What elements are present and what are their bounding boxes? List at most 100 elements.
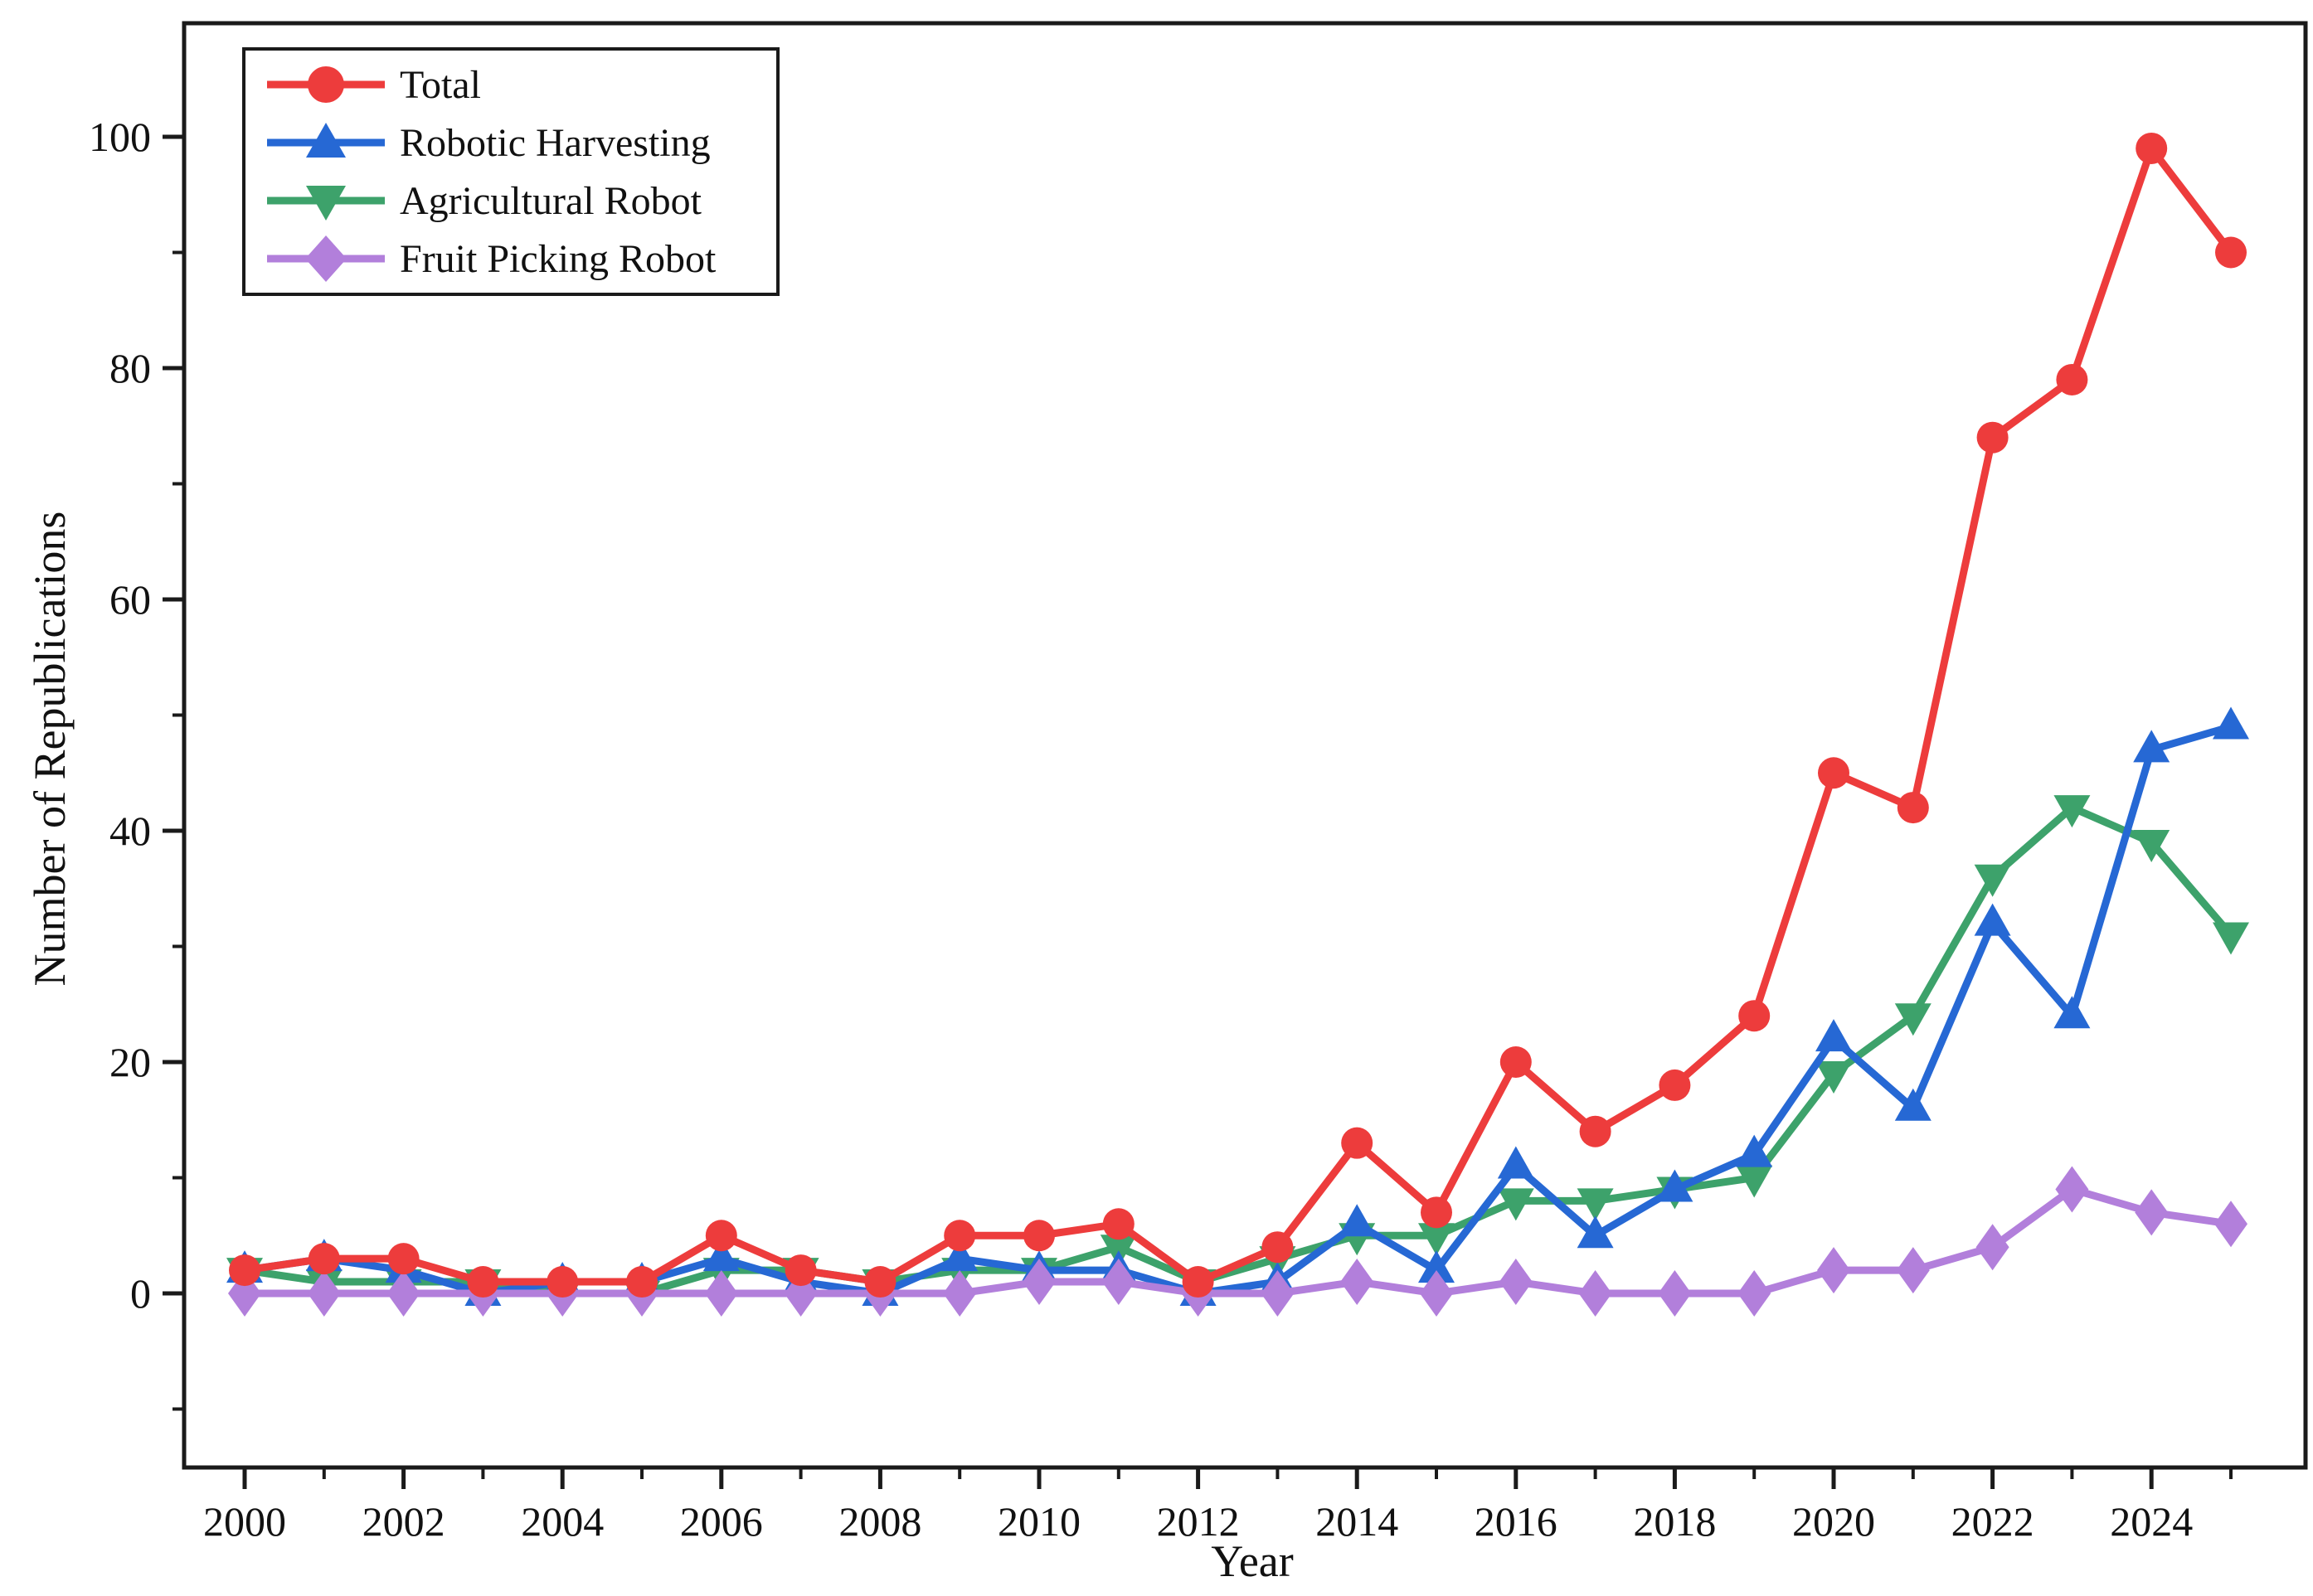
diamond-marker <box>1578 1270 1612 1317</box>
circle-marker <box>467 1266 499 1298</box>
plot-border <box>182 21 2308 1470</box>
legend-label-agricultural-robot: Agricultural Robot <box>400 178 702 223</box>
diamond-marker <box>386 1270 420 1317</box>
y-axis: 0 20 40 60 80 100 <box>89 114 184 1411</box>
circle-marker <box>2136 132 2168 164</box>
series-line-total <box>244 144 2234 1286</box>
series-line-robotic-harvesting <box>244 723 2233 1298</box>
circle-marker <box>626 1266 658 1298</box>
diamond-marker <box>1658 1270 1692 1317</box>
triangle-up-marker <box>1577 1215 1614 1249</box>
x-tick-label: 2010 <box>998 1498 1081 1545</box>
diamond-marker <box>1817 1247 1850 1294</box>
circle-marker <box>1341 1127 1373 1159</box>
diamond-marker <box>1975 1224 2009 1271</box>
triangle-down-marker-icon <box>267 186 385 221</box>
triangle-up-marker <box>1815 1019 1852 1052</box>
y-axis-title: Number of Republications <box>25 511 75 987</box>
x-tick-label: 2016 <box>1475 1498 1557 1545</box>
legend-entry-robotic-harvesting: Robotic Harvesting <box>245 116 776 169</box>
triangle-up-marker <box>2213 706 2249 740</box>
triangle-down-marker <box>1815 1060 1852 1094</box>
legend-label-total: Total <box>400 62 481 107</box>
diamond-marker <box>2135 1189 2169 1236</box>
diamond-marker <box>1420 1270 1453 1317</box>
triangle-down-marker <box>2053 795 2091 828</box>
diamond-marker <box>2214 1201 2247 1248</box>
triangle-down-marker <box>1418 1223 1455 1256</box>
triangle-up-marker <box>1497 1146 1534 1179</box>
x-axis: 2000 2002 2004 2006 2008 2010 2012 2014 2016 2018… <box>203 1467 2233 1545</box>
y-tick-label: 80 <box>109 345 151 391</box>
circle-marker <box>1897 792 1929 824</box>
x-axis-title: Year <box>1211 1536 1294 1586</box>
diamond-marker <box>1261 1270 1295 1317</box>
diamond-marker <box>1737 1270 1771 1317</box>
circle-marker <box>1102 1208 1135 1240</box>
legend-label-fruit-picking-robot: Fruit Picking Robot <box>400 236 717 281</box>
legend-box: Total Robotic Harvesting Agricultural Ro… <box>242 47 780 296</box>
triangle-up-marker-icon <box>267 123 385 158</box>
circle-marker <box>2056 363 2088 395</box>
diamond-marker <box>1896 1247 1930 1294</box>
y-tick-label: 60 <box>109 576 151 623</box>
circle-marker <box>1818 757 1849 789</box>
series-fruit-picking-robot <box>228 1166 2247 1317</box>
circle-marker <box>944 1220 976 1252</box>
legend-entry-agricultural-robot: Agricultural Robot <box>245 174 776 227</box>
triangle-up-marker <box>1974 903 2011 936</box>
y-tick-label: 0 <box>130 1270 151 1317</box>
legend-label-robotic-harvesting: Robotic Harvesting <box>400 120 711 165</box>
circle-marker <box>1182 1266 1214 1298</box>
x-tick-label: 2024 <box>2110 1498 2193 1545</box>
triangle-down-marker <box>1894 1003 1932 1036</box>
circle-marker <box>705 1220 737 1252</box>
circle-marker <box>785 1254 817 1287</box>
circle-marker <box>864 1266 897 1298</box>
diamond-marker <box>704 1270 738 1317</box>
diamond-marker <box>2055 1166 2089 1213</box>
circle-marker <box>387 1243 420 1275</box>
triangle-down-marker <box>1736 1165 1773 1198</box>
triangle-up-marker <box>941 1239 979 1272</box>
x-tick-label: 2022 <box>1951 1498 2034 1545</box>
triangle-up-marker <box>1894 1088 1932 1121</box>
triangle-up-marker <box>2053 996 2091 1029</box>
x-tick-label: 2012 <box>1157 1498 1240 1545</box>
circle-marker <box>547 1266 579 1298</box>
circle-marker <box>1499 1046 1532 1078</box>
legend-entry-fruit-picking-robot: Fruit Picking Robot <box>245 232 776 285</box>
x-tick-label: 2000 <box>203 1498 286 1545</box>
series-robotic-harvesting <box>226 706 2249 1306</box>
triangle-down-marker <box>2213 922 2249 955</box>
circle-marker <box>1579 1115 1611 1147</box>
total-line-marker-icon <box>267 66 385 103</box>
diamond-marker <box>1499 1259 1533 1306</box>
circle-marker <box>1261 1231 1294 1264</box>
triangle-up-marker <box>1656 1169 1693 1202</box>
circle-marker <box>1738 1000 1771 1032</box>
diamond-marker-icon <box>267 235 385 282</box>
y-tick-label: 20 <box>109 1039 151 1085</box>
diamond-marker <box>1101 1259 1135 1306</box>
x-tick-label: 2014 <box>1315 1498 1398 1545</box>
x-tick-label: 2008 <box>838 1498 921 1545</box>
triangle-down-marker <box>2133 829 2170 862</box>
triangle-up-marker <box>1736 1134 1773 1167</box>
x-tick-label: 2004 <box>521 1498 604 1545</box>
triangle-up-marker <box>1339 1204 1376 1237</box>
diamond-marker <box>1023 1259 1056 1306</box>
x-tick-label: 2018 <box>1633 1498 1716 1545</box>
x-tick-label: 2020 <box>1792 1498 1875 1545</box>
circle-marker <box>1023 1220 1055 1252</box>
triangle-down-marker <box>1577 1188 1614 1221</box>
series-agricultural-robot <box>226 795 2249 1313</box>
diamond-marker <box>307 1270 341 1317</box>
circle-marker <box>308 1243 340 1275</box>
circle-marker <box>229 1254 260 1287</box>
circle-marker <box>1659 1069 1691 1101</box>
series-total <box>229 132 2247 1298</box>
circle-marker <box>2215 236 2247 269</box>
